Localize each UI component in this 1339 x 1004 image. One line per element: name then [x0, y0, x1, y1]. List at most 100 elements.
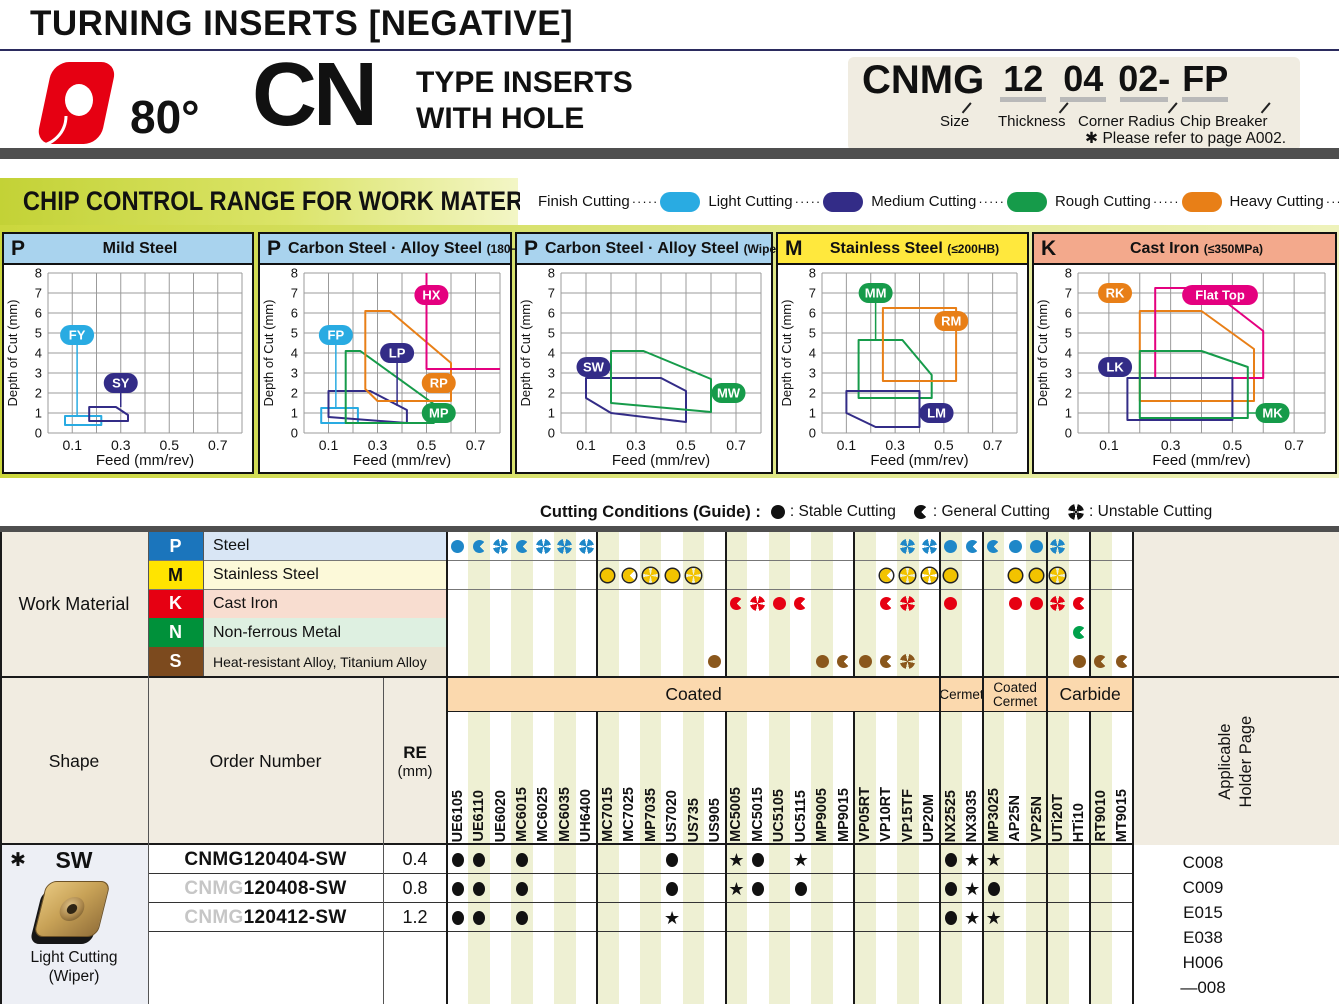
chart-canvas: 0 1 2 3 4 5 6 7 8 0.1 0.3 0.5 0.7 Depth of Cut (mm) Fe… [5, 266, 243, 469]
grade-cell-UE6110 [468, 618, 490, 648]
grade-cell-MP9005 [811, 560, 833, 590]
grade-cell-MC6025 [532, 589, 555, 619]
material-letter-M: M [148, 560, 203, 590]
grade-cell-MP9005 [811, 618, 833, 648]
unstable-cutting-symbol [900, 567, 916, 583]
svg-text:0.1: 0.1 [319, 437, 339, 453]
grade-cell-UC5105 [768, 560, 790, 590]
grade-cell-MC7015 [597, 589, 619, 619]
order-number-cell-empty [148, 932, 383, 1004]
svg-text:0.5: 0.5 [417, 437, 437, 453]
general-cutting-symbol [794, 597, 808, 611]
code-part-text: 12 [1003, 58, 1044, 99]
grade-cell-MP9005 [811, 532, 833, 561]
grade-cell-US905 [704, 647, 726, 676]
chip-region-mw [610, 350, 712, 413]
grade-cell-MC7015 [597, 932, 619, 1004]
region-badge [421, 373, 456, 393]
grade-cell-NX3035 [961, 589, 983, 619]
svg-text:0.5: 0.5 [676, 437, 696, 453]
stable-cutting-symbol [1030, 539, 1044, 553]
svg-text:5: 5 [35, 326, 42, 341]
grade-cell-UTi20T [1047, 932, 1069, 1004]
grade-cell-HTi10 [1068, 845, 1091, 874]
svg-text:0.1: 0.1 [576, 437, 596, 453]
grade-cell-UE6110 [468, 647, 490, 676]
chart-title: Carbon Steel · Alloy Steel (180−200HB) [288, 240, 559, 258]
grade-cell-MP9015 [832, 874, 855, 903]
star-mark: ★ [985, 849, 1002, 870]
grade-cell-MP9015 [832, 560, 855, 590]
grade-cell-RT9010 [1090, 845, 1112, 874]
svg-text:5: 5 [809, 326, 816, 341]
grade-cell-MC7025 [618, 932, 640, 1004]
grade-cell-UTi20T [1047, 903, 1069, 932]
grade-cell-MC5015 [747, 618, 769, 648]
grade-cell-MC6015 [511, 874, 533, 903]
divider-bar [0, 148, 1339, 159]
grade-cell-MC6015 [511, 932, 533, 1004]
svg-text:3: 3 [548, 366, 555, 381]
unstable-cutting-symbol [578, 538, 594, 554]
grade-cell-UC5105 [768, 874, 790, 903]
region-badge [858, 283, 893, 303]
grade-column-header: UE6110 [471, 790, 488, 842]
star-mark: ★ [664, 907, 681, 928]
grade-cell-US905 [704, 874, 726, 903]
legend-label: Rough Cutting [1054, 193, 1151, 210]
grade-cell-HTi10: HTi10 [1068, 712, 1091, 845]
grade-column-header: AP25N [1007, 795, 1024, 842]
grade-cell-VP10RT [875, 932, 898, 1004]
grade-cell-US7020 [661, 618, 683, 648]
cutting-condition-label: : General Cutting [932, 503, 1051, 520]
grade-cell-MC6035 [554, 647, 576, 676]
grade-cell-UE6105 [447, 932, 469, 1004]
unstable-cutting-symbol [1068, 504, 1085, 520]
order-prefix: CNMG [184, 906, 244, 928]
svg-text:2: 2 [1065, 386, 1072, 401]
col-line-letter [203, 532, 204, 676]
grade-column-header: MP3025 [985, 787, 1002, 842]
svg-text:Feed (mm/rev): Feed (mm/rev) [612, 452, 710, 469]
grade-cell-MT9015 [1111, 932, 1133, 1004]
header-bottom-line [0, 843, 1133, 845]
material-name-S: Heat-resistant Alloy, Titanium Alloy [203, 647, 447, 676]
svg-text:8: 8 [548, 266, 555, 281]
grade-cell-MP7035 [639, 845, 662, 874]
title-underline [0, 49, 1339, 51]
grade-cell-UP20M [918, 874, 941, 903]
grade-cell-MP3025 [982, 532, 1005, 561]
insert-angle: 80° [130, 91, 200, 143]
general-cutting-symbol [1072, 626, 1086, 640]
grade-cell-MT9015 [1111, 874, 1133, 903]
star-mark: ★ [964, 849, 981, 870]
type-line-2: WITH HOLE [416, 102, 585, 135]
grade-cell-AP25N [1004, 903, 1026, 932]
code-part-label: Corner Radius [1078, 113, 1175, 130]
grade-group-divider [596, 712, 599, 1004]
grade-cell-VP10RT [875, 532, 898, 561]
svg-text:FP: FP [328, 328, 345, 343]
grade-cell-US905 [704, 845, 726, 874]
grade-cell-UE6110 [468, 560, 490, 590]
grade-group-divider [853, 712, 856, 1004]
col-line-grades-start [446, 532, 448, 1004]
grade-cell-MC7015 [597, 845, 619, 874]
grade-cell-VP05RT [854, 874, 876, 903]
grade-cell-HTi10 [1068, 647, 1091, 676]
grade-cell-UE6020 [489, 532, 512, 561]
grade-cell-MT9015 [1111, 647, 1133, 676]
grade-cell-MC6025: MC6025 [532, 712, 555, 845]
grade-cell-UE6110 [468, 903, 490, 932]
grade-cell-MC5005: ★ [725, 845, 748, 874]
grade-cell-UE6020 [489, 932, 512, 1004]
grade-column-header: MC6035 [556, 787, 573, 842]
grade-cell-MC6035 [554, 618, 576, 648]
grade-cell-UP20M [918, 903, 941, 932]
cutting-condition-item: : Unstable Cutting [1068, 503, 1212, 521]
grade-cell-UP20M: UP20M [918, 712, 941, 845]
grade-cell-NX2525 [940, 560, 962, 590]
grade-column-header: US7020 [664, 789, 681, 842]
work-material-header: Work Material [0, 532, 148, 676]
